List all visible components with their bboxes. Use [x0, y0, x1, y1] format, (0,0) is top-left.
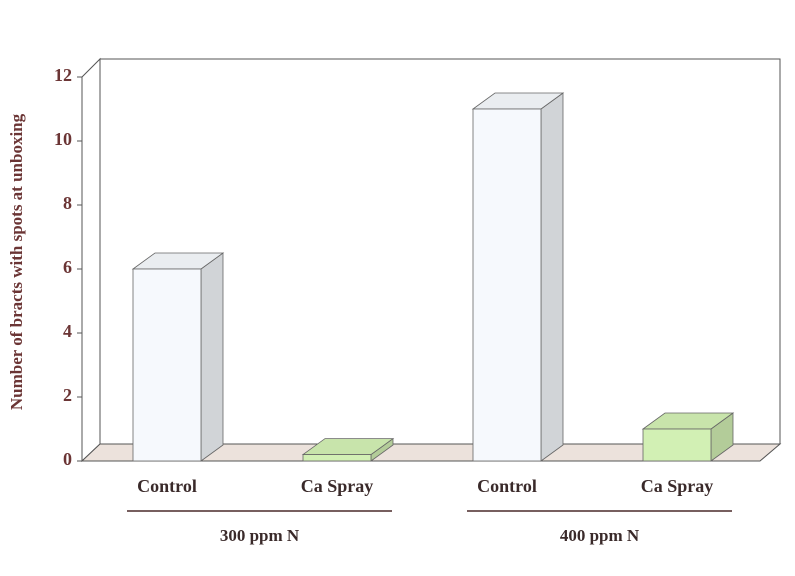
x-tick-label: Ca Spray — [641, 476, 714, 496]
y-tick-label: 8 — [63, 193, 72, 213]
y-tick-label: 2 — [63, 385, 72, 405]
group-label: 300 ppm N — [220, 526, 300, 545]
x-tick-label: Control — [137, 476, 197, 496]
bar-side — [540, 92, 564, 462]
bar — [302, 454, 372, 462]
bar — [642, 428, 712, 462]
bar — [472, 108, 542, 462]
y-axis-label: Number of bracts with spots at unboxing — [7, 113, 26, 410]
left-wall — [81, 57, 101, 463]
x-tick-label: Ca Spray — [301, 476, 374, 496]
y-tick-label: 6 — [63, 257, 72, 277]
group-label: 400 ppm N — [560, 526, 640, 545]
y-tick-label: 12 — [54, 65, 72, 85]
bar — [132, 268, 202, 462]
y-tick-label: 4 — [63, 321, 72, 341]
y-tick-label: 0 — [63, 449, 72, 469]
bar-side — [200, 252, 224, 462]
y-tick-label: 10 — [54, 129, 72, 149]
x-tick-label: Control — [477, 476, 537, 496]
